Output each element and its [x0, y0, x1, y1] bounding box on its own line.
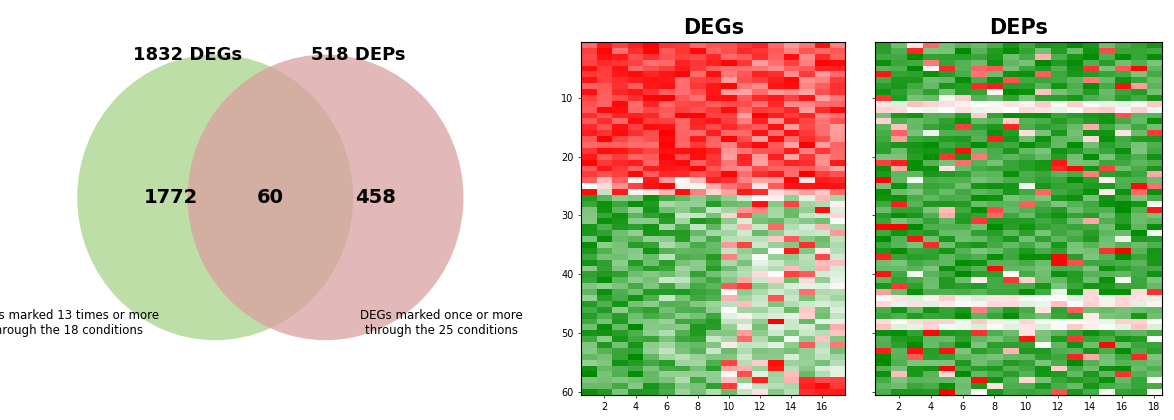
Text: 518 DEPs: 518 DEPs [311, 46, 406, 63]
Text: DEGs marked once or more
through the 25 conditions: DEGs marked once or more through the 25 … [360, 310, 522, 337]
Text: 60: 60 [257, 188, 284, 207]
Title: DEGs: DEGs [682, 18, 744, 38]
Text: 1772: 1772 [144, 188, 198, 207]
Ellipse shape [188, 55, 464, 340]
Text: 458: 458 [355, 188, 396, 207]
Ellipse shape [77, 55, 353, 340]
Title: DEPs: DEPs [989, 18, 1048, 38]
Text: 1832 DEGs: 1832 DEGs [133, 46, 242, 63]
Text: DEGs marked 13 times or more
through the 18 conditions: DEGs marked 13 times or more through the… [0, 310, 160, 337]
